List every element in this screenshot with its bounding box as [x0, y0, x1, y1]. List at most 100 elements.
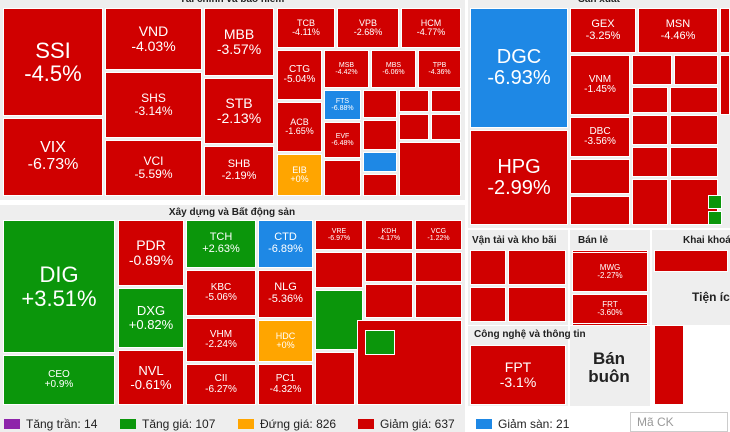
filler-tile — [399, 90, 429, 112]
tile-ticker: KBC — [210, 281, 232, 293]
filler-tile — [708, 195, 722, 209]
filler-tile — [324, 160, 361, 196]
filler-tile — [670, 115, 718, 145]
tile-change: -2.13% — [216, 110, 262, 126]
stock-tile[interactable]: DXG +0.82% — [118, 288, 184, 348]
filler-tile — [365, 252, 413, 282]
tile-change: -2.24% — [205, 339, 237, 350]
stock-tile[interactable]: KDH -4.17% — [365, 220, 413, 250]
tile-ticker: VCG — [430, 227, 447, 235]
tile-change: -1.22% — [427, 235, 450, 242]
tile-ticker: STB — [225, 95, 253, 112]
stock-tile[interactable]: PDR -0.89% — [118, 220, 184, 286]
legend-swatch — [358, 419, 374, 429]
sector-title: Vận tải và kho bãi — [472, 235, 557, 246]
stock-tile[interactable]: FPT -3.1% — [470, 345, 566, 405]
stock-tile[interactable]: SSI -4.5% — [3, 8, 103, 116]
legend-swatch — [120, 419, 136, 429]
stock-tile[interactable]: VCI -5.59% — [105, 140, 202, 196]
tile-change: -4.46% — [660, 29, 696, 42]
filler-tile — [431, 90, 461, 112]
stock-tile[interactable]: VIX -6.73% — [3, 118, 103, 196]
stock-tile[interactable]: TCH +2.63% — [186, 220, 256, 268]
tile-ticker: EIB — [292, 164, 307, 175]
legend-swatch — [238, 419, 254, 429]
stock-tile[interactable]: GEX -3.25% — [570, 8, 636, 53]
tile-ticker: CEO — [48, 368, 70, 380]
stock-tile[interactable]: VRE -6.97% — [315, 220, 363, 250]
tile-change: -0.89% — [128, 252, 174, 268]
stock-tile[interactable]: CTD -6.89% — [258, 220, 313, 268]
stock-tile[interactable]: VND -4.03% — [105, 8, 202, 70]
tile-change: +0% — [276, 340, 295, 350]
filler-tile — [674, 55, 718, 85]
stock-tile[interactable]: CTG -5.04% — [277, 50, 322, 100]
tile-change: -4.5% — [24, 61, 82, 86]
stock-tile[interactable]: VHM -2.24% — [186, 318, 256, 362]
stock-tile[interactable]: HDC +0% — [258, 320, 313, 362]
stock-tile[interactable]: CEO +0.9% — [3, 355, 115, 405]
stock-tile[interactable]: CII -6.27% — [186, 364, 256, 405]
stock-tile[interactable]: ACB -1.65% — [277, 102, 322, 152]
stock-tile[interactable]: DGC -6.93% — [470, 8, 568, 128]
filler-tile — [654, 325, 684, 405]
tile-ticker: VNM — [588, 73, 612, 85]
stock-tile[interactable]: PC1 -4.32% — [258, 364, 313, 405]
tile-ticker: DIG — [39, 262, 79, 288]
legend-label: Giảm giá: 637 — [380, 417, 455, 431]
stock-tile[interactable]: HPG -2.99% — [470, 130, 568, 225]
stock-tile[interactable]: STB -2.13% — [204, 78, 274, 144]
sector-title: Khai khoáng — [683, 235, 730, 246]
tile-ticker: DGC — [496, 46, 542, 68]
tile-change: -1.45% — [584, 84, 616, 95]
stock-tile[interactable]: DBC -3.56% — [570, 117, 630, 157]
stock-tile[interactable]: EIB +0% — [277, 154, 322, 196]
tile-ticker: MSB — [338, 61, 355, 69]
search-input[interactable]: Mã CK — [630, 412, 728, 432]
stock-tile[interactable]: MBB -3.57% — [204, 8, 274, 76]
stock-tile[interactable]: FTS -6.88% — [324, 90, 361, 120]
stock-tile[interactable]: HCM -4.77% — [401, 8, 461, 48]
stock-tile[interactable]: NLG -5.36% — [258, 270, 313, 318]
stock-tile[interactable]: MSB -4.42% — [324, 50, 369, 88]
stock-tile[interactable]: SHS -3.14% — [105, 72, 202, 138]
tile-change: -6.89% — [268, 243, 303, 255]
legend-swatch — [4, 419, 20, 429]
tile-ticker: MWG — [599, 262, 621, 272]
stock-tile[interactable]: TCB -4.11% — [277, 8, 335, 48]
tile-change: +0% — [290, 174, 309, 184]
tile-ticker: ACB — [290, 116, 309, 127]
filler-tile — [670, 147, 718, 177]
filler-tile — [470, 250, 506, 285]
tile-change: -3.14% — [134, 104, 173, 118]
stock-tile[interactable]: KBC -5.06% — [186, 270, 256, 316]
legend-label: Đứng giá: 826 — [260, 417, 337, 431]
stock-tile[interactable]: FRT -3.60% — [572, 294, 648, 324]
stock-tile[interactable]: TPB -4.36% — [418, 50, 461, 88]
tile-ticker: EVF — [335, 132, 350, 140]
tile-change: -1.65% — [285, 126, 314, 136]
tile-ticker: NVL — [138, 362, 164, 378]
stock-tile[interactable]: DIG +3.51% — [3, 220, 115, 353]
filler-tile — [399, 114, 429, 140]
legend-item: Đứng giá: 826 — [238, 417, 336, 431]
stock-tile[interactable]: EVF -6.48% — [324, 122, 361, 158]
stock-tile[interactable]: VPB -2.68% — [337, 8, 399, 48]
stock-tile[interactable]: NVL -0.61% — [118, 350, 184, 405]
tile-change: -2.27% — [597, 271, 623, 280]
stock-tile[interactable]: MSN -4.46% — [638, 8, 718, 53]
legend-label: Tăng giá: 107 — [142, 417, 216, 431]
tile-change: -4.03% — [131, 38, 176, 54]
stock-tile[interactable]: MBS -6.06% — [371, 50, 416, 88]
tile-change: -3.1% — [499, 374, 537, 390]
stock-tile[interactable]: VCG -1.22% — [415, 220, 462, 250]
stock-tile[interactable]: VNM -1.45% — [570, 55, 630, 115]
tile-ticker: HPG — [497, 155, 541, 178]
tile-change: +0.9% — [44, 379, 74, 390]
stock-tile[interactable]: MWG -2.27% — [572, 252, 648, 292]
tile-ticker: MSN — [665, 17, 691, 30]
legend-label: Giảm sàn: 21 — [498, 417, 570, 431]
tile-ticker: FPT — [504, 359, 532, 376]
tile-ticker: HCM — [420, 17, 442, 28]
stock-tile[interactable]: SHB -2.19% — [204, 146, 274, 196]
